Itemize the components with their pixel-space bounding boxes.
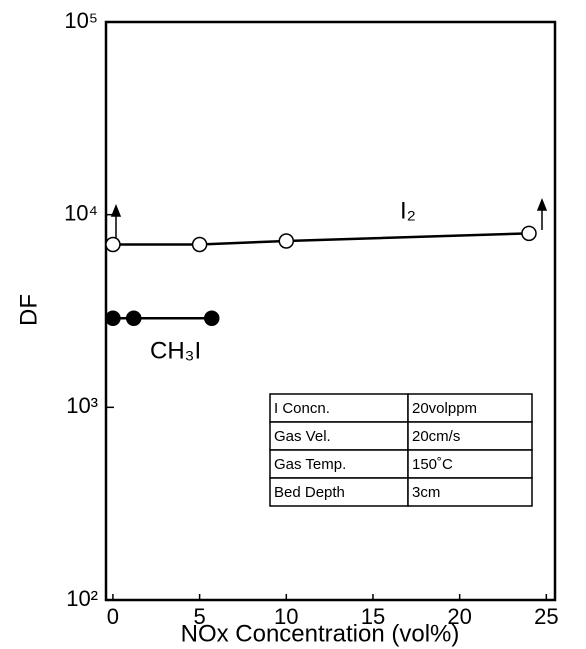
series-label: I₂ — [400, 197, 416, 224]
data-point — [278, 233, 295, 249]
table-cell — [407, 477, 533, 507]
data-point — [203, 310, 220, 326]
table-text: 20cm/s — [412, 428, 460, 445]
data-point — [105, 310, 121, 326]
series-line — [112, 232, 530, 246]
table-text: Gas Temp. — [274, 456, 346, 473]
y-tick-label: 10² — [66, 586, 98, 611]
table-cell — [269, 477, 409, 507]
x-tick-label: 20 — [447, 604, 471, 629]
y-tick-label: 10⁴ — [64, 200, 98, 225]
table-cell — [407, 393, 533, 423]
table-text: 20volppm — [412, 400, 477, 417]
table-text: I Concn. — [274, 400, 330, 417]
series-label: CH₃I — [150, 337, 201, 364]
table-text: 150˚C — [412, 456, 453, 473]
x-tick-label: 15 — [361, 604, 385, 629]
y-tick-label: 10³ — [66, 393, 98, 418]
data-point — [191, 236, 208, 253]
table-text: Gas Vel. — [274, 428, 331, 445]
table-text: 3cm — [412, 484, 440, 501]
table-cell — [269, 421, 409, 451]
x-tick-label: 10 — [274, 604, 298, 629]
arrows — [110, 197, 548, 240]
y-axis-label: DF — [15, 294, 42, 326]
table-cell — [407, 449, 533, 479]
data-point — [521, 225, 537, 242]
y-tick-label: 10⁵ — [64, 8, 98, 33]
plot-frame — [104, 20, 557, 602]
x-tick-label: 5 — [193, 604, 205, 629]
x-tick-label: 0 — [107, 604, 119, 629]
data-point — [105, 236, 121, 253]
x-tick-label: 25 — [534, 604, 558, 629]
table-cell — [407, 421, 533, 451]
table-text: Bed Depth — [274, 484, 345, 501]
data-point — [125, 310, 142, 326]
x-axis-label: NOx Concentration (vol%) — [181, 620, 460, 647]
